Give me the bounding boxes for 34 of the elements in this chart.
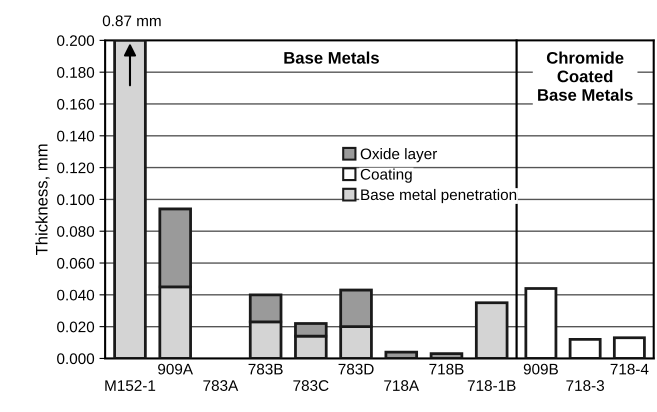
y-tick-label: 0.180 [57, 67, 94, 78]
y-tick-label: 0.080 [57, 226, 94, 237]
x-tick-label: 718B [429, 364, 464, 375]
y-tick-label: 0.140 [57, 130, 94, 142]
x-tick-label: 718-1B [468, 380, 516, 391]
x-tick-label: 783A [203, 380, 238, 391]
y-tick-label: 0.060 [57, 258, 94, 269]
bar [474, 301, 508, 358]
y-tick-label: 0.020 [57, 322, 94, 332]
y-tick-label: 0.100 [57, 194, 94, 206]
x-tick-label: 718-4 [610, 364, 648, 375]
bar [384, 350, 418, 358]
x-tick-label: 783B [248, 364, 283, 375]
y-tick-label: 0.040 [57, 290, 94, 301]
annotation: Base Metals [284, 52, 379, 64]
x-tick-label: 909A [158, 364, 194, 375]
x-tick-label: 909B [524, 364, 558, 375]
x-tick-label: 783C [293, 380, 329, 391]
x-tick-label: M152-1 [105, 380, 156, 391]
y-tick-label: 0.000 [57, 353, 94, 364]
y-tick-label: 0.200 [57, 35, 94, 46]
y-tick-label: 0.120 [57, 162, 94, 174]
y-axis-title: Thickness, mm [35, 144, 50, 256]
bar [430, 352, 464, 358]
bar [113, 40, 147, 358]
x-tick-label: 783D [338, 364, 374, 375]
legend-label: Base metal penetration [361, 188, 516, 204]
legend-label: Oxide layer [360, 148, 438, 162]
annotation: Chromide Coated Base Metals [538, 52, 633, 101]
x-tick-label: 718A [384, 380, 420, 391]
annotation: 0.87 mm [102, 15, 161, 26]
y-tick-label: 0.160 [57, 98, 94, 110]
text: Coating [360, 168, 412, 183]
x-tick-label: 718-3 [566, 380, 604, 391]
